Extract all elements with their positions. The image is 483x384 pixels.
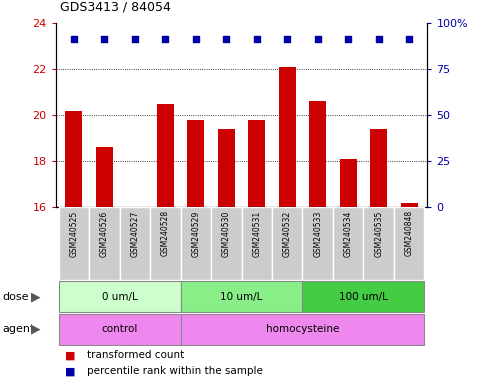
- Text: GSM240531: GSM240531: [252, 210, 261, 257]
- Bar: [272, 207, 302, 280]
- Text: GSM240527: GSM240527: [130, 210, 139, 257]
- Bar: [302, 207, 333, 280]
- Text: GSM240533: GSM240533: [313, 210, 322, 257]
- Point: [100, 36, 108, 42]
- Point: [284, 36, 291, 42]
- Bar: [218, 129, 235, 207]
- Bar: [181, 314, 425, 345]
- Text: GDS3413 / 84054: GDS3413 / 84054: [60, 0, 171, 13]
- Bar: [302, 281, 425, 312]
- Text: GSM240528: GSM240528: [161, 210, 170, 257]
- Bar: [242, 207, 272, 280]
- Text: 0 um/L: 0 um/L: [102, 291, 138, 302]
- Bar: [58, 207, 89, 280]
- Text: GSM240525: GSM240525: [70, 210, 78, 257]
- Text: GSM240526: GSM240526: [100, 210, 109, 257]
- Bar: [96, 147, 113, 207]
- Point: [405, 36, 413, 42]
- Bar: [187, 120, 204, 207]
- Bar: [181, 281, 302, 312]
- Bar: [401, 203, 417, 207]
- Text: agent: agent: [2, 324, 35, 334]
- Text: dose: dose: [2, 291, 29, 302]
- Text: GSM240530: GSM240530: [222, 210, 231, 257]
- Point: [161, 36, 169, 42]
- Point: [222, 36, 230, 42]
- Point: [314, 36, 322, 42]
- Bar: [370, 129, 387, 207]
- Text: control: control: [101, 324, 138, 334]
- Bar: [66, 111, 82, 207]
- Text: 100 um/L: 100 um/L: [339, 291, 388, 302]
- Text: 10 um/L: 10 um/L: [220, 291, 263, 302]
- Bar: [363, 207, 394, 280]
- Text: ▶: ▶: [31, 290, 41, 303]
- Text: ■: ■: [65, 350, 76, 360]
- Bar: [394, 207, 425, 280]
- Text: GSM240535: GSM240535: [374, 210, 383, 257]
- Bar: [58, 314, 181, 345]
- Bar: [150, 207, 181, 280]
- Point: [70, 36, 78, 42]
- Bar: [211, 207, 242, 280]
- Text: GSM240532: GSM240532: [283, 210, 292, 257]
- Point: [192, 36, 199, 42]
- Text: transformed count: transformed count: [87, 350, 184, 360]
- Bar: [157, 104, 174, 207]
- Point: [131, 36, 139, 42]
- Text: ■: ■: [65, 366, 76, 376]
- Text: homocysteine: homocysteine: [266, 324, 339, 334]
- Bar: [248, 120, 265, 207]
- Text: percentile rank within the sample: percentile rank within the sample: [87, 366, 263, 376]
- Point: [344, 36, 352, 42]
- Point: [375, 36, 383, 42]
- Text: GSM240529: GSM240529: [191, 210, 200, 257]
- Text: ▶: ▶: [31, 323, 41, 336]
- Bar: [89, 207, 120, 280]
- Text: GSM240534: GSM240534: [344, 210, 353, 257]
- Bar: [58, 281, 181, 312]
- Text: GSM240848: GSM240848: [405, 210, 413, 257]
- Bar: [333, 207, 363, 280]
- Point: [253, 36, 261, 42]
- Bar: [181, 207, 211, 280]
- Bar: [309, 101, 326, 207]
- Bar: [279, 67, 296, 207]
- Bar: [120, 207, 150, 280]
- Bar: [340, 159, 356, 207]
